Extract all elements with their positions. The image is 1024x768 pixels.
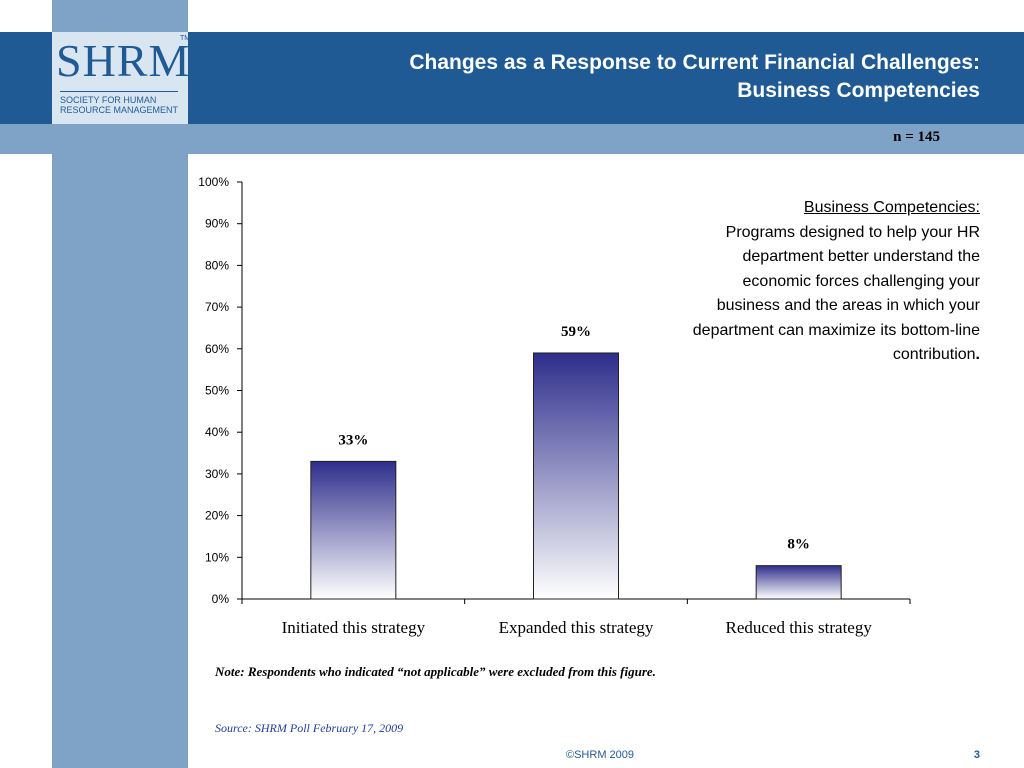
shrm-logo: SHRM TM SOCIETY FOR HUMAN RESOURCE MANAG… [52,32,191,124]
y-tick-label: 60% [205,342,229,356]
logo-trademark: TM [180,35,191,42]
y-tick-label: 20% [205,509,229,523]
description-body: Programs designed to help your HR depart… [692,223,980,364]
y-tick-label: 0% [212,592,230,606]
bar [533,352,619,600]
y-tick-label: 40% [205,425,229,439]
logo-subtitle: SOCIETY FOR HUMAN RESOURCE MANAGEMENT [60,95,184,115]
chart-note: Note: Respondents who indicated “not app… [215,664,656,679]
description-text: Business Competencies: Programs designed… [690,196,980,368]
logo-subtitle-line1: SOCIETY FOR HUMAN [60,95,157,105]
slide-title: Changes as a Response to Current Financi… [250,49,980,105]
y-tick-label: 90% [205,217,229,231]
chart-plot-area: 0% 10% 20% 30% 40% 50% 60% 70% 80% 90% 100% 33% Init… [198,175,911,637]
slide-title-line1: Changes as a Response to Current Financi… [409,51,980,74]
bar [755,565,842,600]
copyright-footer: ©SHRM 2009 [565,749,635,761]
x-tick-label: Expanded this strategy [499,618,654,637]
sample-size-label: n = 145 [893,129,940,145]
logo-wordmark: SHRM [56,35,191,86]
description-heading: Business Competencies: [803,199,980,216]
y-tick-label: 80% [205,258,229,272]
sub-header-band [0,124,1024,154]
y-tick-label: 70% [205,300,229,314]
y-tick-label: 50% [205,384,229,398]
page-number: 3 [973,749,980,761]
x-tick-label: Initiated this strategy [282,618,426,637]
y-tick-label: 10% [205,550,229,564]
data-label: 33% [338,432,368,448]
logo-divider [60,91,178,92]
bar-chart: 0% 10% 20% 30% 40% 50% 60% 70% 80% 90% 100% 33% Init… [198,175,911,637]
source-note: Source: SHRM Poll February 17, 2009 [215,721,404,735]
y-tick-label: 100% [198,175,229,189]
data-label: 8% [787,537,810,553]
logo-subtitle-line2: RESOURCE MANAGEMENT [60,105,179,115]
y-tick-label: 30% [205,467,229,481]
description-end-mark: . [975,346,980,363]
slide-title-line2: Business Competencies [737,79,980,102]
x-tick-label: Reduced this strategy [725,618,872,637]
data-label: 59% [561,324,591,340]
bar [310,460,397,600]
